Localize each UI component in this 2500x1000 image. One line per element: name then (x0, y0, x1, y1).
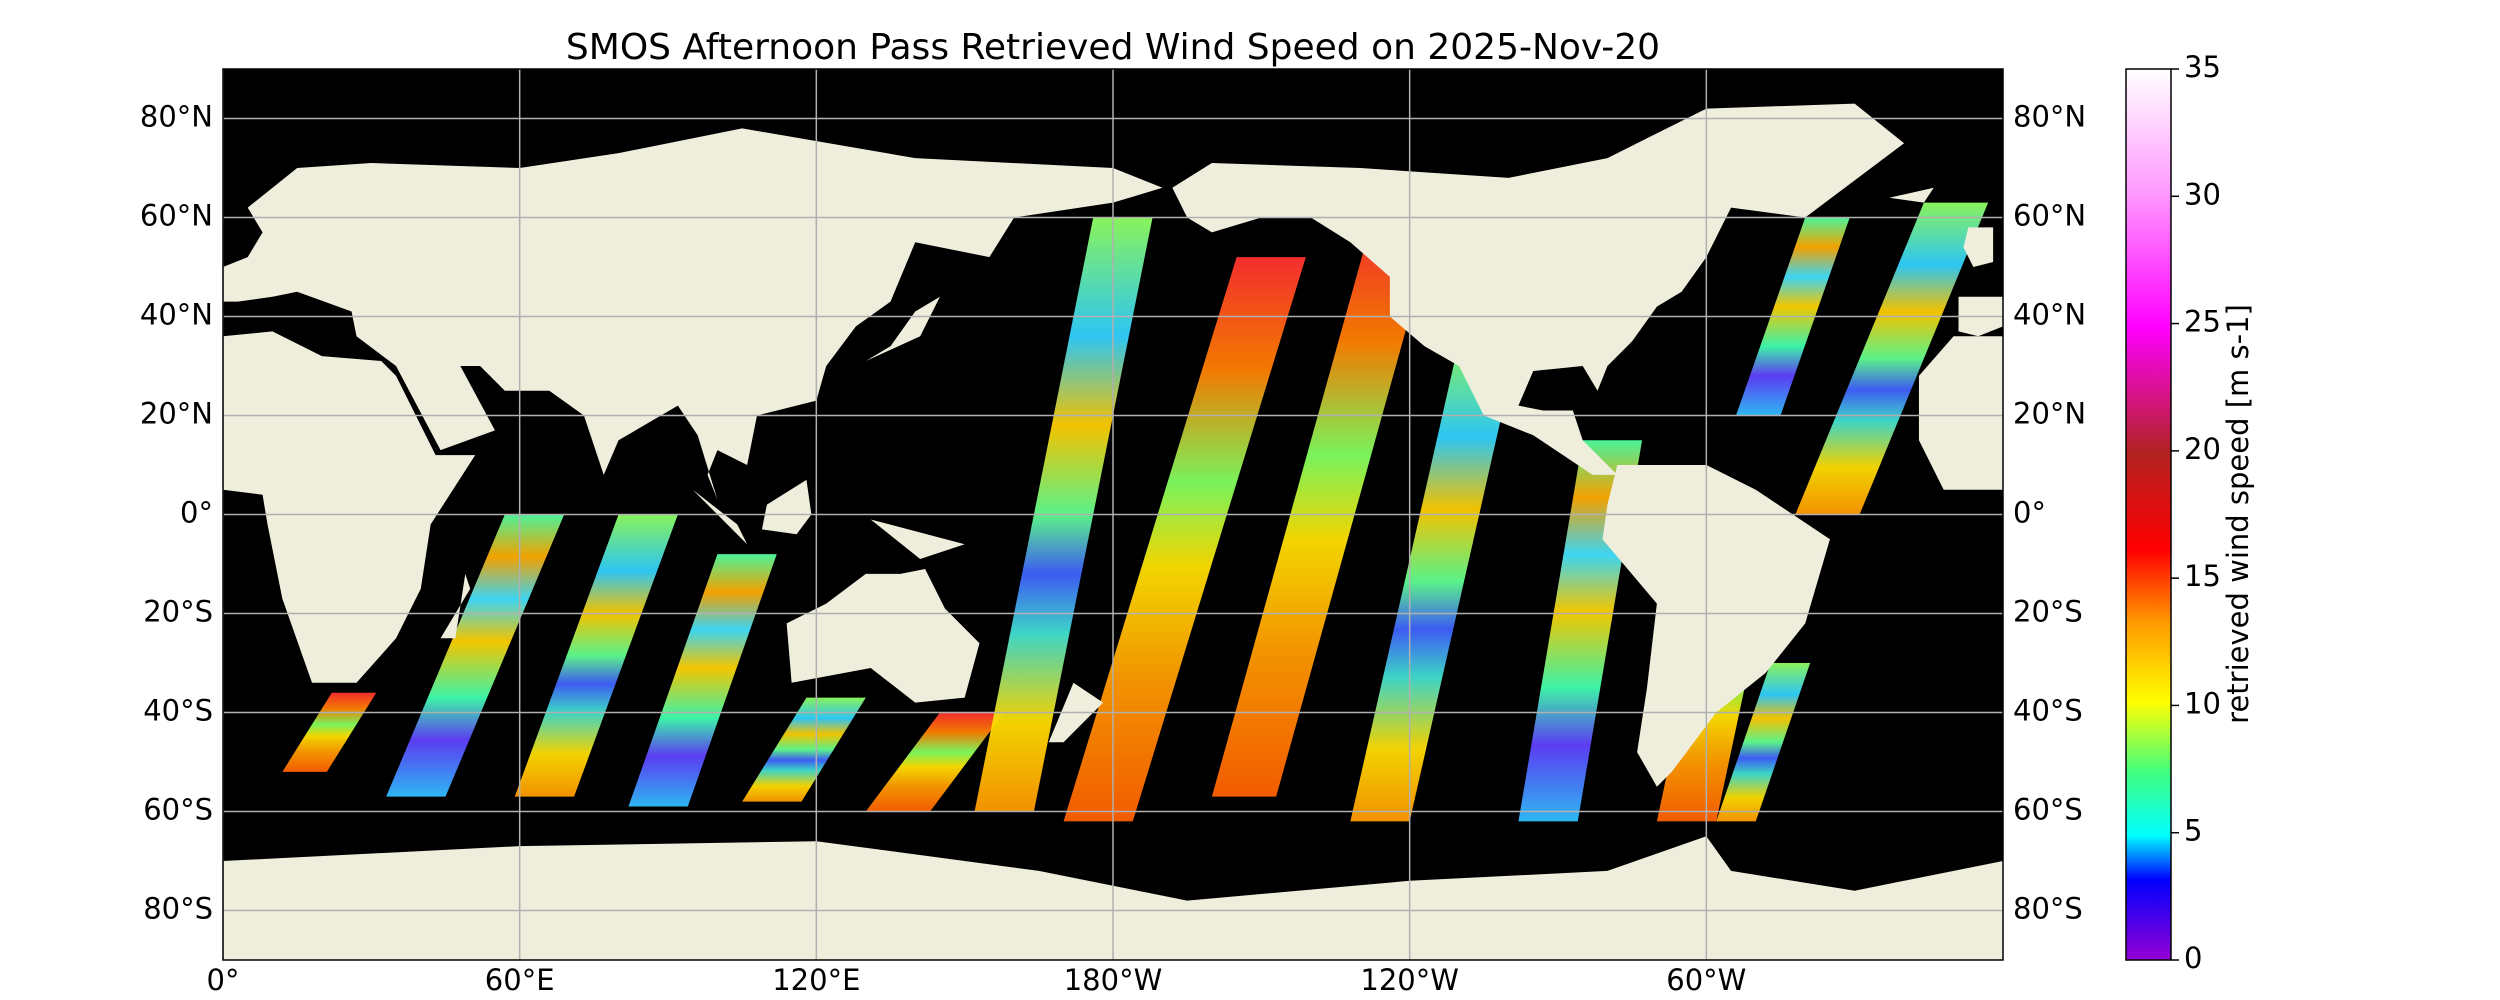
landmass (870, 519, 965, 560)
colorbar-tick-label: 25 (2184, 305, 2221, 339)
lat-tick-label: 80°S (143, 892, 213, 926)
colorbar-tick-label: 15 (2184, 559, 2221, 593)
landmass (786, 568, 980, 703)
colorbar (2125, 68, 2172, 961)
lat-tick-label-right: 80°N (2013, 100, 2086, 134)
colorbar-tick-label: 10 (2184, 686, 2221, 720)
swath (865, 712, 1005, 812)
landmass (1889, 187, 1934, 203)
lat-tick-label-right: 40°S (2013, 694, 2083, 728)
lat-tick-label: 20°S (143, 595, 213, 629)
lat-tick-label: 60°S (143, 793, 213, 827)
lon-tick-label: 120°E (772, 963, 860, 997)
lon-tick-label: 0° (207, 963, 240, 997)
map-title: SMOS Afternoon Pass Retrieved Wind Speed… (566, 27, 1660, 68)
swath (1350, 341, 1519, 822)
landmass (761, 479, 812, 535)
colorbar-label: retrieved wind speed [m s-1] (2221, 304, 2255, 724)
colorbar-tick-label: 0 (2184, 941, 2202, 975)
lat-tick-label-right: 60°N (2013, 199, 2086, 233)
lon-tick-label: 60°E (485, 963, 555, 997)
lon-tick-label: 180°W (1064, 963, 1163, 997)
lat-tick-label: 20°N (140, 397, 213, 431)
swath (1211, 227, 1435, 797)
lat-tick-label-right: 60°S (2013, 793, 2083, 827)
swath (628, 554, 777, 807)
lat-tick-label: 60°N (140, 199, 213, 233)
landmass (1918, 336, 2003, 490)
lat-tick-label-right: 0° (2013, 496, 2046, 530)
landmass (440, 573, 471, 639)
landmass (223, 128, 1163, 500)
colorbar-tick-label: 5 (2184, 814, 2202, 848)
swath (742, 697, 866, 802)
lat-tick-label: 0° (180, 496, 213, 530)
colorbar-tick-label: 30 (2184, 177, 2221, 211)
landmass (1963, 227, 1994, 267)
swath (514, 514, 678, 797)
lat-tick-label-right: 20°S (2013, 595, 2083, 629)
lat-tick-label-right: 40°N (2013, 298, 2086, 332)
landmass (865, 296, 940, 362)
plot-frame (222, 68, 2004, 961)
grid (223, 69, 2003, 960)
lon-tick-label: 120°W (1360, 963, 1459, 997)
swath (1716, 663, 1811, 822)
landmass (1172, 103, 1905, 475)
lat-tick-label-right: 80°S (2013, 892, 2083, 926)
colorbar-tick-label: 20 (2184, 432, 2221, 466)
lat-tick-label: 40°S (143, 694, 213, 728)
landmass (692, 489, 748, 545)
lon-tick-label: 60°W (1666, 963, 1746, 997)
swath (1063, 257, 1306, 822)
landmass (223, 331, 476, 683)
lat-tick-label: 40°N (140, 298, 213, 332)
lat-tick-label-right: 20°N (2013, 397, 2086, 431)
swath (1795, 202, 1989, 515)
landmass (1602, 465, 1830, 787)
colorbar-tick-label: 35 (2184, 50, 2221, 84)
lat-tick-label: 80°N (140, 100, 213, 134)
